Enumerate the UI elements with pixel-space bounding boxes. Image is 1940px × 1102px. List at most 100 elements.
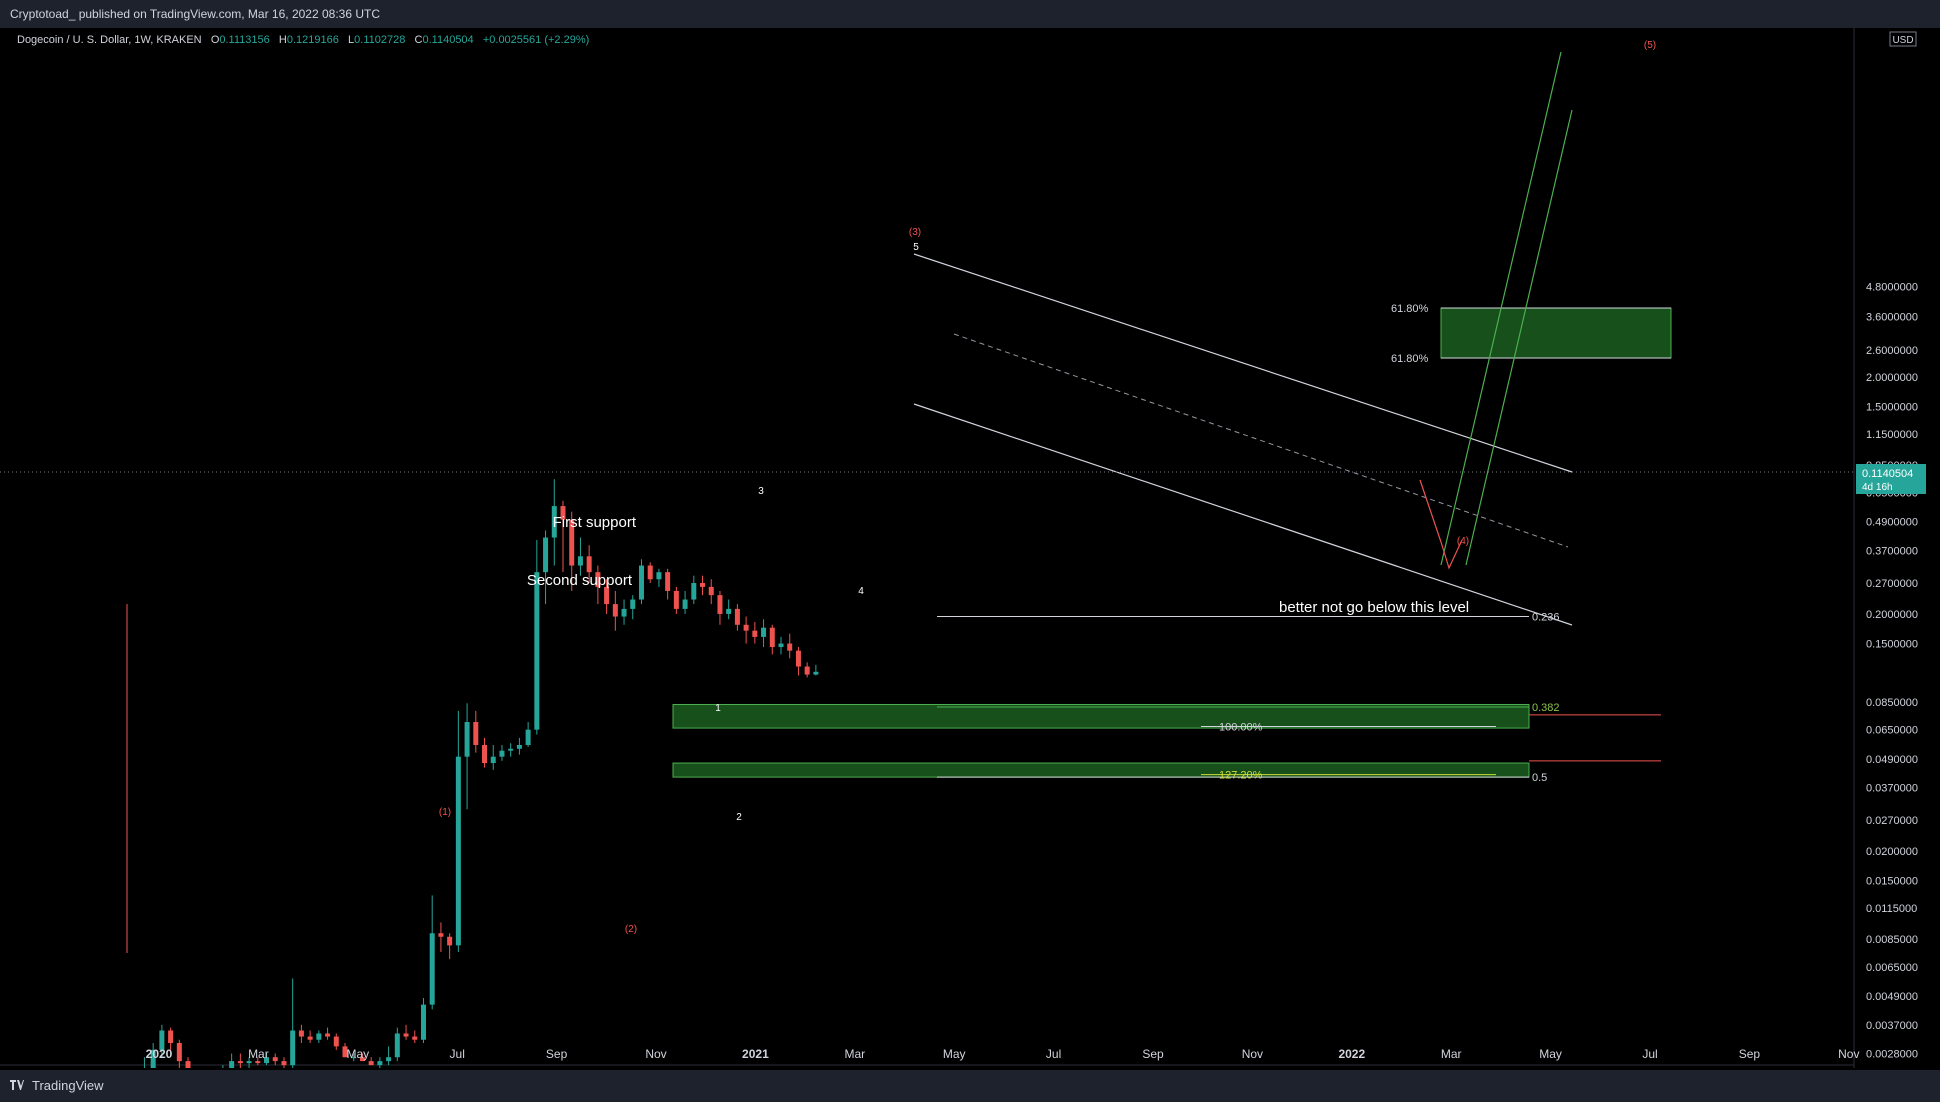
candle-body [604, 586, 610, 605]
candle-body [255, 1061, 261, 1064]
candle-body [298, 1030, 304, 1037]
currency-label: USD [1892, 35, 1913, 46]
candle-body [351, 1057, 357, 1059]
channel-mid-line [953, 333, 1569, 548]
x-tick-label: 2020 [146, 1047, 173, 1061]
candle-body [612, 604, 618, 617]
publish-bar: Cryptotoad_ published on TradingView.com… [0, 0, 1940, 28]
candle-body [159, 1030, 165, 1050]
channel-upper-line [913, 253, 1573, 473]
y-tick-label: 0.0037000 [1866, 1020, 1918, 1032]
wave-label: (5) [1644, 40, 1656, 51]
y-tick-label: 0.0270000 [1866, 815, 1918, 827]
candle-body [577, 556, 583, 566]
last-price-value: 0.1140504 [1862, 468, 1913, 480]
channel-lower-line [913, 403, 1573, 626]
y-tick-label: 0.0650000 [1866, 725, 1918, 737]
x-tick-label: Mar [248, 1047, 269, 1061]
x-tick-label: Nov [645, 1047, 666, 1061]
candle-body [700, 583, 706, 587]
candle-body [307, 1036, 313, 1040]
tradingview-logo-icon [10, 1080, 24, 1090]
high-value: 0.1219166 [286, 34, 339, 46]
x-tick-label: Sep [1739, 1047, 1761, 1061]
wave-path [1419, 479, 1463, 570]
price-chart[interactable]: 0.236 0.382 0.5 100.00% 127.20% 61.80% 61.80% 1… [0, 28, 1940, 1068]
candle-body [447, 936, 453, 946]
candle-body [708, 586, 714, 596]
fib-label: 100.00% [1219, 722, 1263, 734]
candle-body [455, 756, 461, 946]
second-support-label: Second support [527, 572, 633, 589]
low-value: 0.1102728 [354, 34, 406, 46]
candle-body [586, 556, 592, 573]
candle-body [359, 1057, 365, 1062]
y-tick-label: 1.1500000 [1866, 429, 1918, 441]
candle-body [394, 1033, 400, 1058]
last-price-badge [1856, 464, 1926, 494]
candle-body [813, 671, 819, 675]
fib-label: 61.80% [1391, 353, 1429, 365]
candle-body [185, 1061, 191, 1068]
low-label: L [348, 34, 355, 46]
symbol-legend: Dogecoin / U. S. Dollar, 1W, KRAKEN O 0.1… [17, 34, 589, 46]
x-tick-label: Sep [1142, 1047, 1164, 1061]
open-label: O [210, 34, 220, 46]
candle-body [673, 590, 679, 609]
candle-body [630, 599, 636, 609]
candle-body [656, 572, 662, 580]
candle-body [525, 729, 531, 746]
y-tick-label: 0.0200000 [1866, 846, 1918, 858]
close-value: 0.1140504 [422, 34, 474, 46]
candle-body [473, 722, 479, 746]
chart-area[interactable] [0, 28, 1940, 1068]
change-value: +0.0025561 (+2.29%) [482, 34, 590, 46]
y-tick-label: 0.0850000 [1866, 697, 1918, 709]
footer-brand: TradingView [32, 1078, 104, 1093]
candle-body [438, 933, 444, 937]
candle-body [560, 506, 566, 520]
y-tick-label: 2.0000000 [1866, 372, 1918, 384]
fib-label: 61.80% [1391, 303, 1429, 315]
x-tick-label: Nov [1242, 1047, 1263, 1061]
x-tick-label: Jul [1642, 1047, 1657, 1061]
y-tick-label: 0.3700000 [1866, 546, 1918, 558]
symbol-name: Dogecoin / U. S. Dollar, 1W, KRAKEN [17, 34, 202, 46]
candle-body [176, 1042, 182, 1062]
candle-body [638, 565, 644, 600]
candle-body [726, 608, 732, 614]
candle-body [734, 608, 740, 625]
candle-body [516, 745, 522, 749]
footer-bar: TradingView [0, 1070, 1940, 1102]
candle-body [761, 627, 767, 637]
y-tick-label: 0.0065000 [1866, 962, 1918, 974]
projection-line [1465, 109, 1573, 566]
x-tick-label: May [1539, 1047, 1562, 1061]
y-tick-label: 0.2000000 [1866, 609, 1918, 621]
candle-body [342, 1046, 348, 1058]
y-tick-label: 0.0049000 [1866, 991, 1918, 1003]
first-support-label: First support [553, 514, 637, 531]
candle-body [621, 608, 627, 617]
candle-body [665, 572, 671, 591]
fib-label: 0.382 [1532, 702, 1560, 714]
candle-body [490, 756, 496, 764]
fib-label: 127.20% [1219, 770, 1263, 782]
candle-body [237, 1061, 243, 1064]
x-tick-label: 2022 [1338, 1047, 1365, 1061]
currency-badge [1889, 31, 1917, 47]
bar-countdown: 4d 16h [1862, 482, 1893, 493]
candle-body [229, 1061, 235, 1068]
candle-body [281, 1061, 287, 1066]
x-tick-label: Nov [1838, 1047, 1859, 1061]
candle-body [377, 1061, 383, 1066]
y-tick-label: 0.0150000 [1866, 876, 1918, 888]
wave-label: (3) [909, 227, 921, 238]
wave-label: (4) [1457, 536, 1469, 547]
candle-body [386, 1057, 392, 1062]
candle-body [787, 643, 793, 651]
candle-body [543, 537, 549, 573]
x-tick-label: Jul [1046, 1047, 1061, 1061]
wave-label: 4 [858, 586, 864, 597]
wave-label: 2 [736, 812, 742, 823]
